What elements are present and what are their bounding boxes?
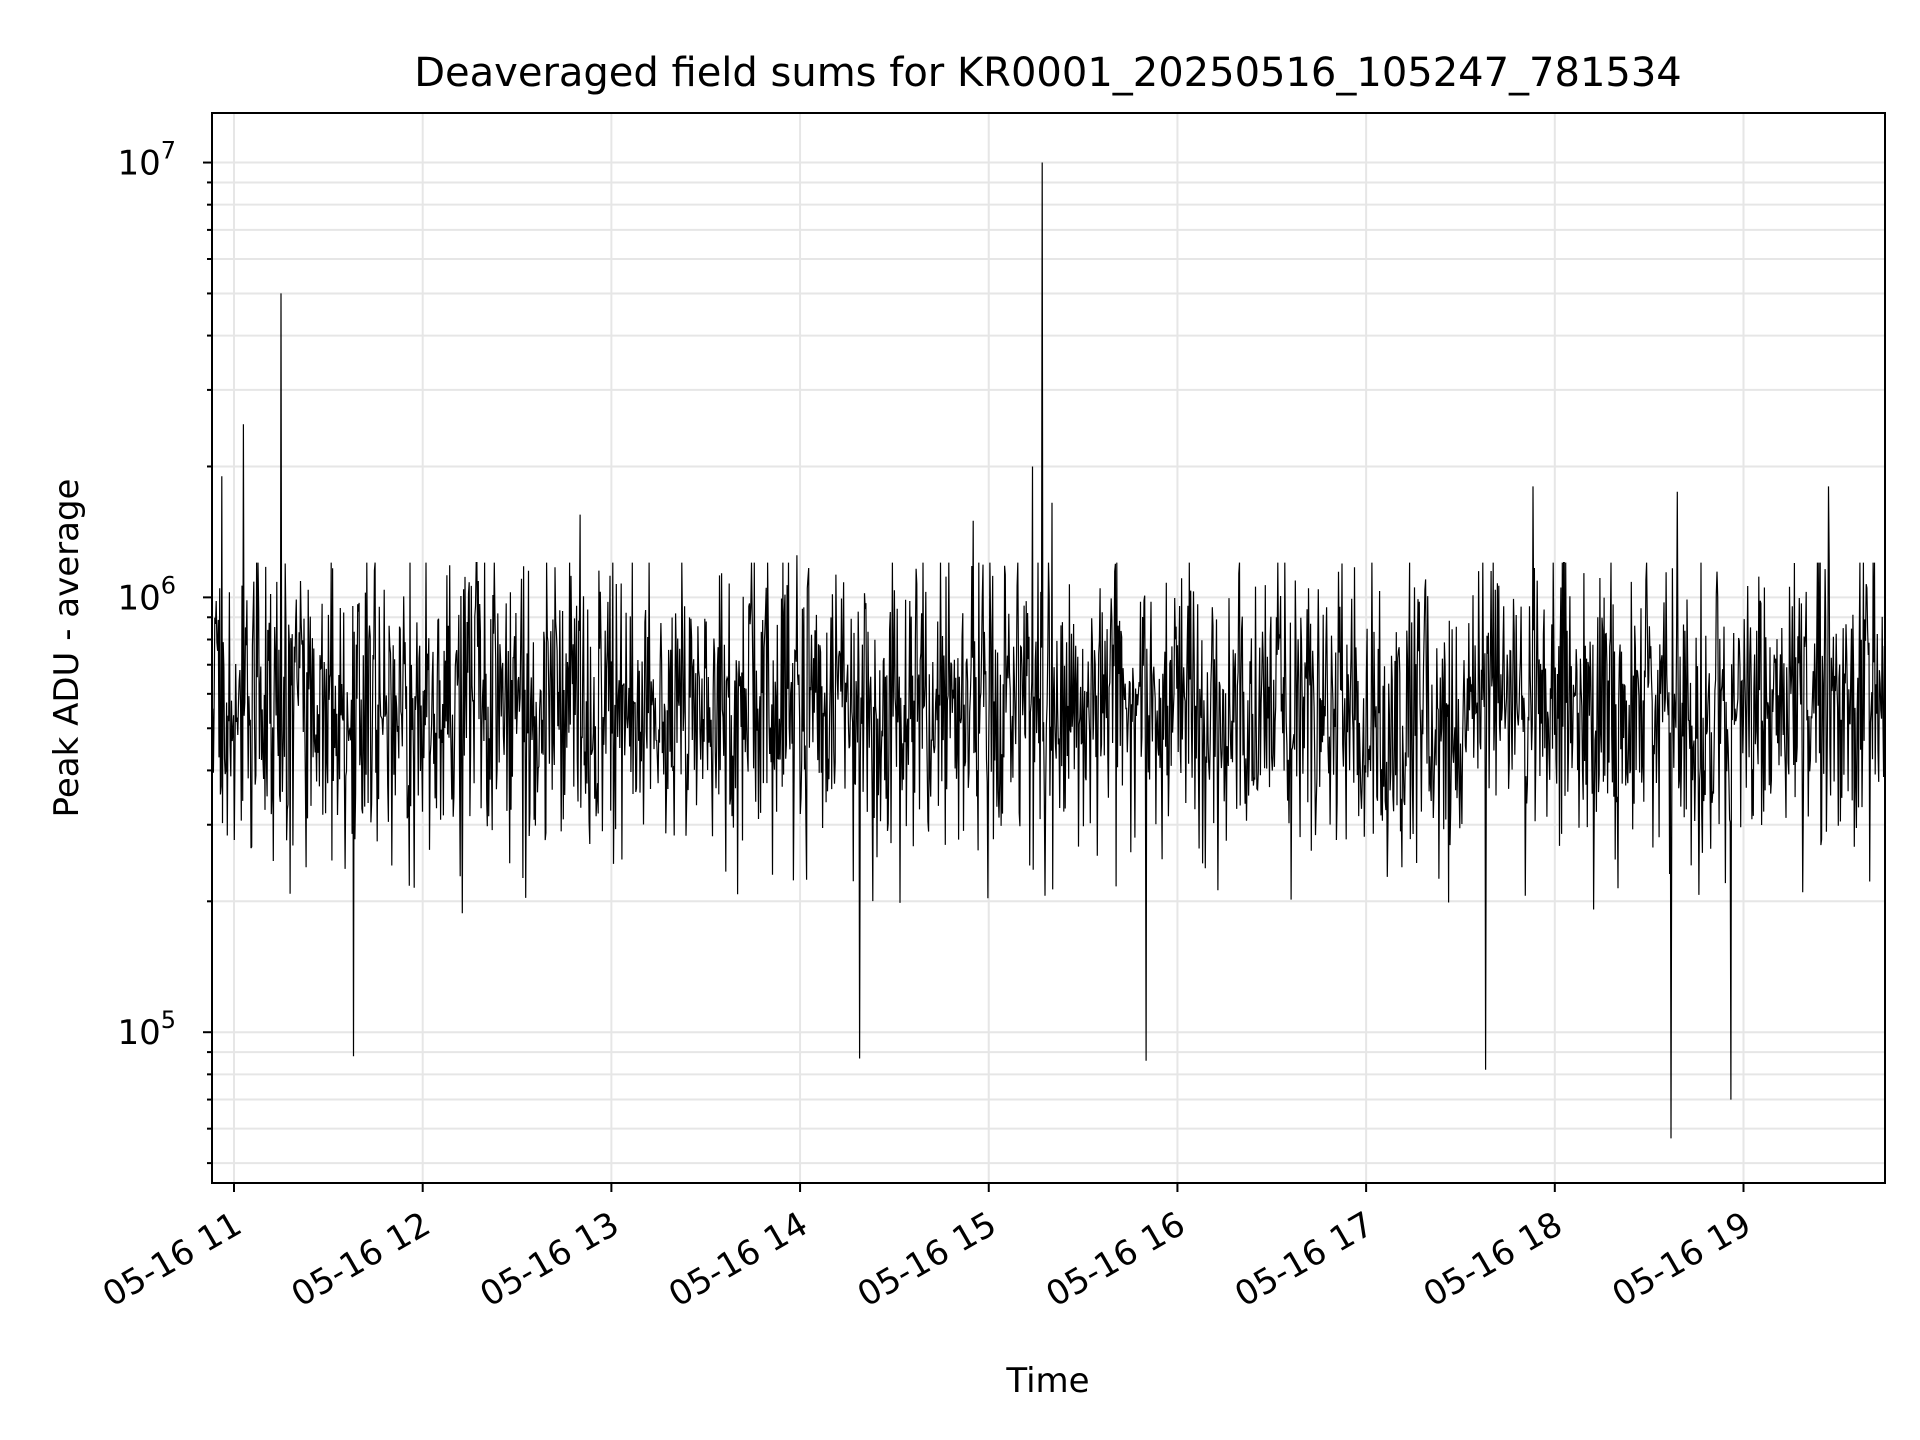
x-tick-label: 05-16 18: [1417, 1204, 1569, 1315]
chart-title: Deaveraged field sums for KR0001_2025051…: [414, 50, 1682, 96]
x-tick-label: 05-16 13: [473, 1204, 625, 1315]
x-axis-label: Time: [1005, 1361, 1089, 1401]
x-tick-label: 05-16 14: [662, 1204, 814, 1315]
x-tick-label: 05-16 12: [285, 1204, 437, 1315]
x-tick-label: 05-16 16: [1040, 1204, 1192, 1315]
series-layer: [212, 162, 1885, 1139]
y-tick-label: 106: [117, 571, 176, 618]
series-line: [212, 162, 1885, 1139]
x-tick-label: 05-16 11: [96, 1204, 248, 1315]
y-axis: 105 106 107: [117, 137, 212, 1165]
x-tick-label: 05-16 17: [1228, 1204, 1380, 1315]
x-tick-label: 05-16 15: [851, 1204, 1003, 1315]
x-tick-label: 05-16 19: [1606, 1204, 1758, 1315]
y-tick-label: 105: [117, 1006, 176, 1053]
y-axis-label: Peak ADU - average: [47, 479, 87, 818]
y-tick-label: 107: [117, 137, 176, 184]
plot-frame: [211, 112, 1886, 1184]
x-axis: 05-16 11 05-16 12 05-16 13 05-16 14 05-16 15…: [96, 1183, 1758, 1315]
